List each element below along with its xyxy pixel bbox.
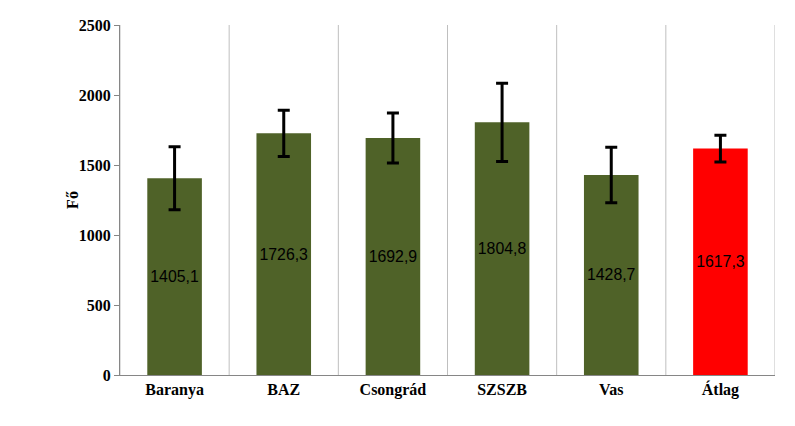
svg-text:Baranya: Baranya [145,381,204,399]
svg-text:1428,7: 1428,7 [587,266,636,283]
svg-text:Vas: Vas [599,381,623,398]
svg-text:2000: 2000 [79,87,111,104]
svg-text:1000: 1000 [79,227,111,244]
svg-text:SZSZB: SZSZB [477,381,527,398]
svg-text:Csongrád: Csongrád [360,381,427,399]
svg-text:1692,9: 1692,9 [369,248,418,265]
svg-text:1804,8: 1804,8 [478,240,527,257]
svg-text:1617,3: 1617,3 [696,253,745,270]
svg-text:1500: 1500 [79,157,111,174]
svg-text:Átlag: Átlag [702,380,739,399]
svg-text:0: 0 [103,367,111,384]
svg-text:BAZ: BAZ [267,381,300,398]
svg-text:500: 500 [87,297,111,314]
svg-text:2500: 2500 [79,17,111,34]
svg-text:1726,3: 1726,3 [259,246,308,263]
svg-text:Fő: Fő [64,191,81,209]
svg-text:1405,1: 1405,1 [150,268,199,285]
